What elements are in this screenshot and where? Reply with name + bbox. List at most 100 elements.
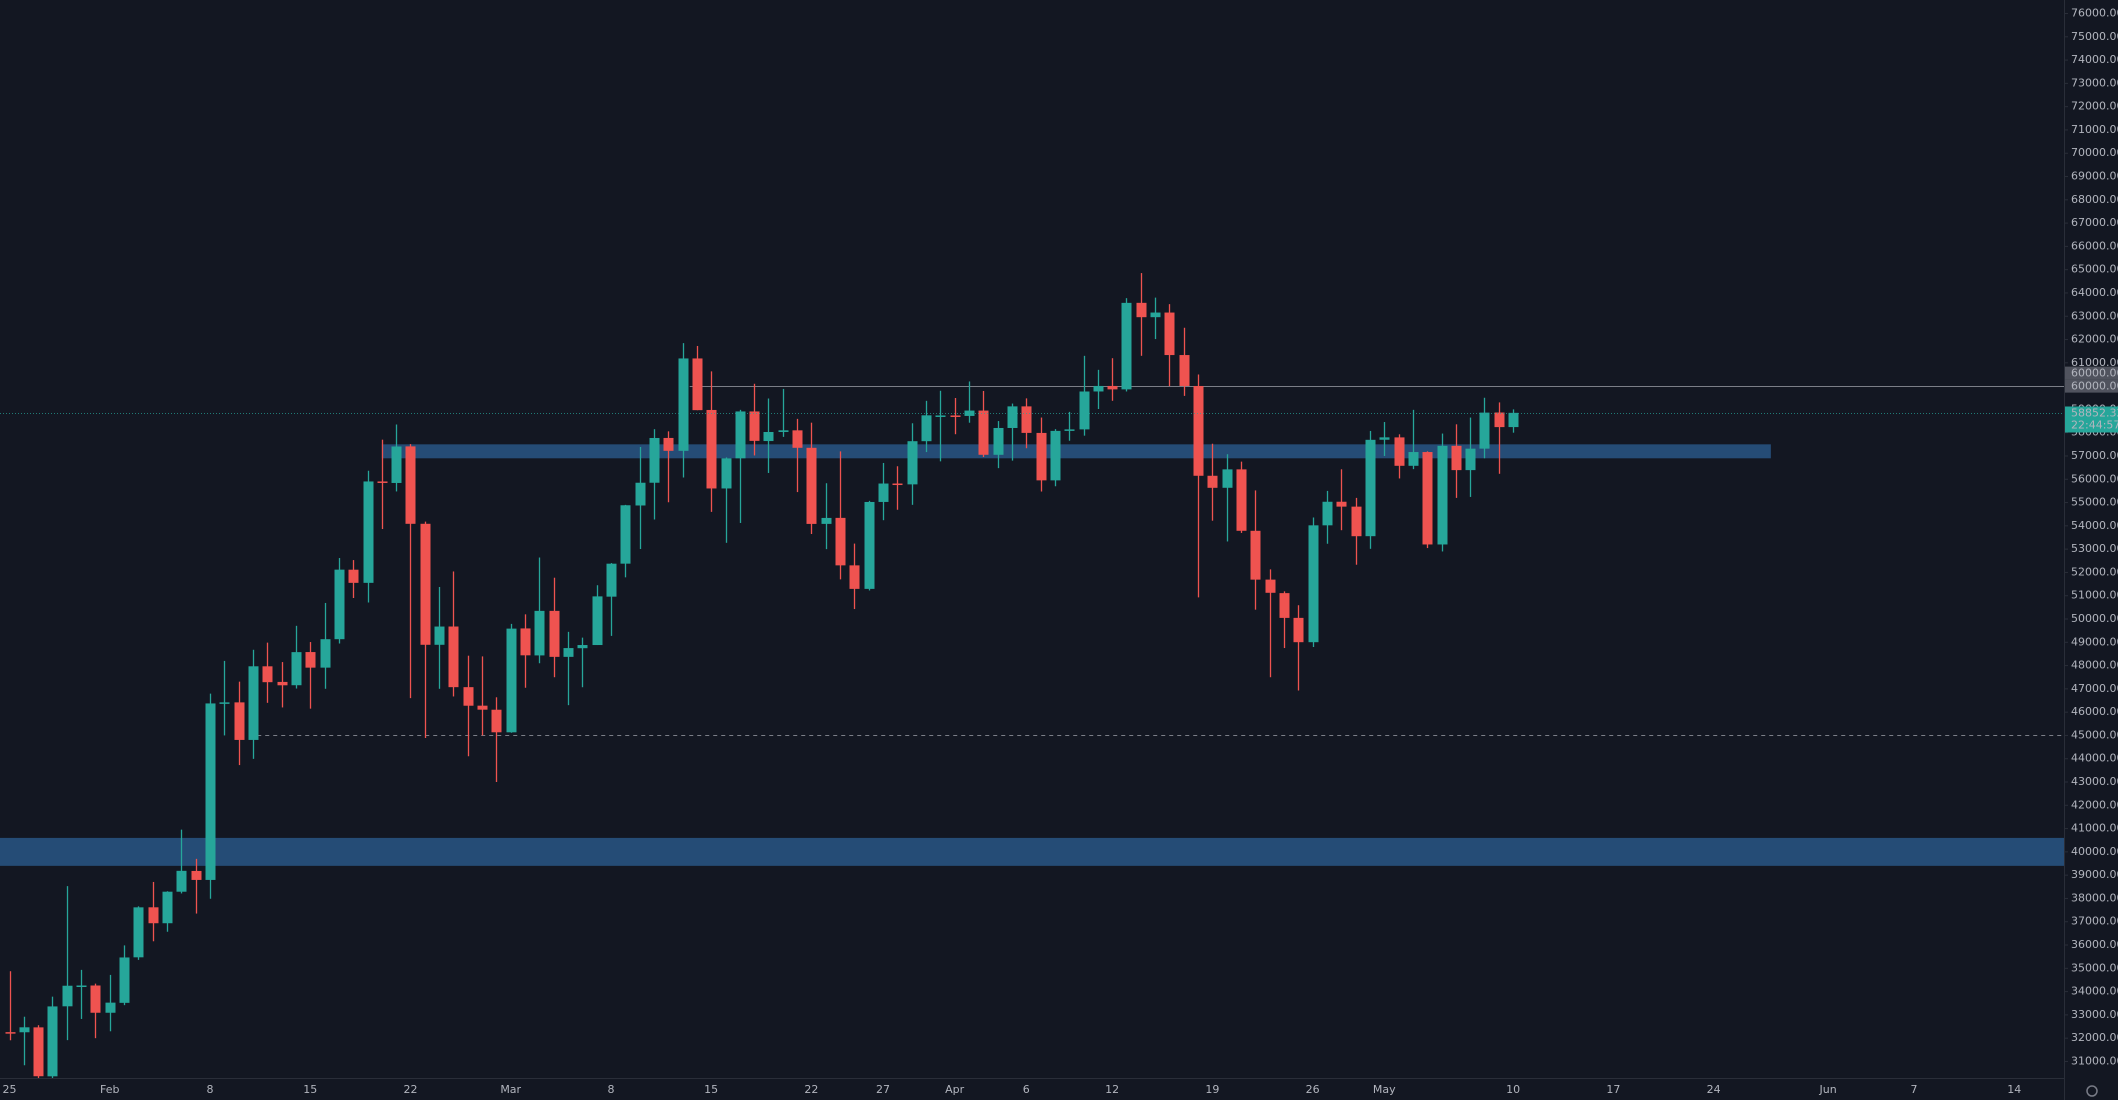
- candle-body: [921, 415, 932, 442]
- candle-body: [1064, 429, 1075, 431]
- x-tick-label: 22: [403, 1083, 417, 1096]
- candle-body: [262, 666, 273, 683]
- candle-body: [33, 1027, 44, 1077]
- candle-body: [1451, 445, 1462, 471]
- zone: [0, 837, 2064, 866]
- candle-body: [1093, 385, 1104, 392]
- y-tick-label: 51000.00: [2071, 589, 2118, 602]
- y-tick-label: 63000.00: [2071, 309, 2118, 322]
- y-tick-label: 50000.00: [2071, 612, 2118, 625]
- y-tick-label: 45000.00: [2071, 728, 2118, 741]
- candle-body: [878, 483, 889, 502]
- candle-body: [1079, 391, 1090, 430]
- x-tick-label: 22: [804, 1083, 818, 1096]
- y-tick-label: 69000.00: [2071, 170, 2118, 183]
- gear[interactable]: [2086, 1085, 2098, 1097]
- candle-body: [993, 427, 1004, 455]
- x-tick-label: 19: [1205, 1083, 1219, 1096]
- y-tick-label: 44000.00: [2071, 752, 2118, 765]
- x-tick-label: 25: [3, 1083, 17, 1096]
- candle-body: [1437, 445, 1448, 545]
- candle-body: [477, 705, 488, 710]
- zone: [381, 444, 1771, 459]
- candle-body: [76, 985, 87, 988]
- settings-icon[interactable]: [2086, 1085, 2098, 1097]
- line-label-box: [2065, 379, 2118, 393]
- countdown-label: 22:44:57: [2071, 419, 2118, 432]
- candle-body: [248, 666, 259, 740]
- candle-body: [706, 409, 717, 489]
- y-tick-label: 47000.00: [2071, 682, 2118, 695]
- candle-body: [978, 410, 989, 455]
- y-tick-label: 34000.00: [2071, 985, 2118, 998]
- y-tick-label: 62000.00: [2071, 333, 2118, 346]
- candle-body: [5, 1032, 16, 1034]
- candle-body: [148, 907, 159, 924]
- y-tick-label: 32000.00: [2071, 1031, 2118, 1044]
- line-label-box: [2065, 366, 2118, 380]
- candle-body: [47, 1006, 58, 1077]
- x-tick-label: Apr: [945, 1083, 965, 1096]
- y-tick-label: 70000.00: [2071, 146, 2118, 159]
- y-tick-label: 41000.00: [2071, 822, 2118, 835]
- candle-body: [1121, 302, 1132, 390]
- candle-body: [191, 870, 202, 880]
- y-tick-label: 57000.00: [2071, 449, 2118, 462]
- x-tick-label: 8: [607, 1083, 614, 1096]
- candle-body: [363, 481, 374, 583]
- candle-body: [305, 652, 316, 668]
- candle-body: [763, 431, 774, 442]
- y-tick-label: 49000.00: [2071, 635, 2118, 648]
- y-tick-label: 43000.00: [2071, 775, 2118, 788]
- y-tick-label: 48000.00: [2071, 659, 2118, 672]
- y-tick-label: 36000.00: [2071, 938, 2118, 951]
- candle-body: [1136, 302, 1147, 318]
- candle-body: [620, 505, 631, 564]
- candle-body: [90, 985, 101, 1013]
- candle-body: [1164, 312, 1175, 356]
- candle-body: [1250, 530, 1261, 580]
- y-tick-label: 37000.00: [2071, 915, 2118, 928]
- y-tick-label: 38000.00: [2071, 891, 2118, 904]
- x-tick-label: Jun: [1819, 1083, 1837, 1096]
- x-tick-label: Feb: [100, 1083, 119, 1096]
- candle-body: [792, 430, 803, 448]
- candle-body: [892, 483, 903, 486]
- candle-body: [1107, 385, 1118, 390]
- candle-body: [1293, 617, 1304, 643]
- candle-body: [1150, 312, 1161, 318]
- candle-body: [1021, 406, 1032, 433]
- candle-body: [291, 652, 302, 686]
- x-tick-label: 15: [303, 1083, 317, 1096]
- y-tick-label: 40000.00: [2071, 845, 2118, 858]
- candle-body: [1222, 469, 1233, 488]
- candle-body: [1050, 430, 1061, 481]
- last-price-box: [2065, 406, 2118, 433]
- y-tick-label: 66000.00: [2071, 239, 2118, 252]
- candle-body: [1365, 439, 1376, 537]
- candle-body: [749, 411, 760, 441]
- candle-body: [1007, 406, 1018, 428]
- candle-body: [377, 481, 388, 483]
- plot-area: [0, 273, 2064, 1100]
- candle-body: [463, 687, 474, 706]
- candle-body: [563, 648, 574, 657]
- y-tick-label: 75000.00: [2071, 30, 2118, 43]
- candle-body: [864, 501, 875, 589]
- y-tick-label: 74000.00: [2071, 53, 2118, 66]
- y-tick-label: 52000.00: [2071, 565, 2118, 578]
- candle-body: [133, 907, 144, 958]
- candle-body: [420, 523, 431, 645]
- price-axis-bg: [2065, 0, 2118, 1100]
- y-tick-label: 73000.00: [2071, 76, 2118, 89]
- y-tick-label: 65000.00: [2071, 263, 2118, 276]
- y-tick-label: 72000.00: [2071, 100, 2118, 113]
- candle-body: [348, 569, 359, 583]
- candle-body: [1236, 469, 1247, 531]
- candle-body: [935, 415, 946, 417]
- candle-body: [663, 437, 674, 451]
- candle-body: [835, 517, 846, 566]
